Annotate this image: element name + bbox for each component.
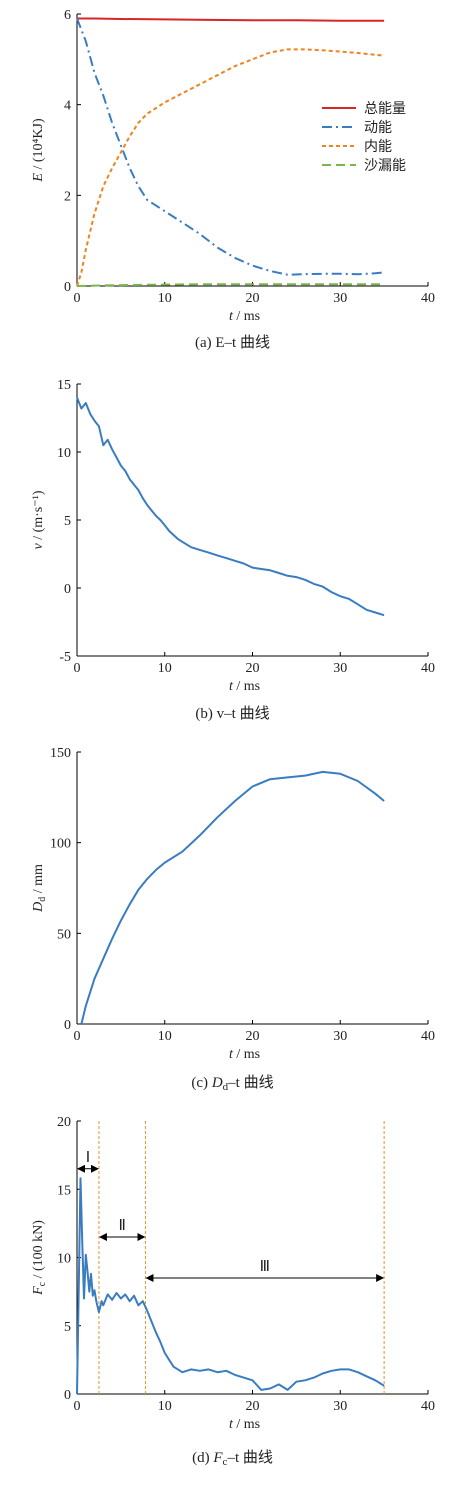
x-tick-label: 30 <box>333 1399 347 1414</box>
legend-label: 内能 <box>364 139 392 155</box>
region-label: Ⅲ <box>260 1259 270 1275</box>
y-tick-label: 10 <box>57 1252 71 1267</box>
x-tick-label: 0 <box>74 1029 81 1044</box>
caption: (a) E–t 曲线 <box>195 334 270 351</box>
y-tick-label: 15 <box>57 378 71 393</box>
legend-label: 动能 <box>364 120 392 136</box>
x-tick-label: 30 <box>333 291 347 306</box>
series-line-0 <box>76 1177 385 1395</box>
series-line-动能 <box>76 18 385 276</box>
y-tick-label: 0 <box>64 1388 71 1403</box>
y-axis-title: E / (10⁴KJ) <box>31 118 46 183</box>
y-tick-label: 10 <box>57 446 71 461</box>
y-axis-title: Dd / mm <box>31 864 48 913</box>
y-tick-label: 150 <box>50 746 71 761</box>
y-tick-label: 2 <box>64 189 71 204</box>
x-tick-label: 20 <box>246 661 260 676</box>
legend-label: 总能量 <box>364 101 406 117</box>
chart-d: 0 10 20 30 40 0 5 10 15 20 t / ms Fc / (100 kN) (d) … <box>31 1115 435 1468</box>
y-tick-label: 50 <box>57 927 71 942</box>
y-tick-label: 4 <box>64 99 71 114</box>
x-tick-label: 20 <box>246 291 260 306</box>
x-axis-title: t / ms <box>229 1417 260 1432</box>
y-tick-label: 0 <box>64 1018 71 1033</box>
region-label: Ⅰ <box>86 1150 90 1166</box>
series-line-内能 <box>76 48 385 287</box>
caption: (d) Fc–t 曲线 <box>192 1449 273 1468</box>
x-tick-label: 0 <box>74 661 81 676</box>
region-label: Ⅱ <box>118 1218 125 1234</box>
caption: (b) v–t 曲线 <box>195 705 269 722</box>
y-tick-label: 20 <box>57 1115 71 1130</box>
x-axis-title: t / ms <box>229 1047 260 1062</box>
y-tick-label: 15 <box>57 1183 71 1198</box>
y-tick-label: 0 <box>64 280 71 295</box>
y-tick-label: 0 <box>64 582 71 597</box>
x-tick-label: 30 <box>333 661 347 676</box>
x-tick-label: 10 <box>158 1399 172 1414</box>
series-line-沙漏能 <box>76 283 385 287</box>
series-line-总能量 <box>77 17 385 22</box>
x-tick-label: 10 <box>158 1029 172 1044</box>
x-tick-label: 10 <box>158 291 172 306</box>
y-tick-label: 5 <box>64 514 71 529</box>
x-tick-label: 40 <box>421 291 435 306</box>
x-tick-label: 40 <box>421 1029 435 1044</box>
x-tick-label: 20 <box>246 1029 260 1044</box>
y-tick-label: 5 <box>64 1320 71 1335</box>
y-axis-title: Fc / (100 kN) <box>31 1220 48 1296</box>
x-axis-title: t / ms <box>229 309 260 324</box>
y-tick-label: 100 <box>50 837 71 852</box>
y-tick-label: 6 <box>64 8 71 23</box>
series-line-0 <box>80 770 385 1025</box>
x-tick-label: 40 <box>421 1399 435 1414</box>
chart-c: 0 10 20 30 40 0 50 100 150 t / ms Dd / mm (c) Dd–t … <box>31 746 435 1093</box>
x-tick-label: 0 <box>74 291 81 306</box>
y-axis-title: v / (m·s⁻¹) <box>31 490 46 549</box>
y-tick-label: -5 <box>59 650 71 665</box>
series-line-0 <box>76 397 385 617</box>
caption: (c) Dd–t 曲线 <box>191 1074 273 1093</box>
x-tick-label: 20 <box>246 1399 260 1414</box>
x-tick-label: 10 <box>158 661 172 676</box>
x-tick-label: 0 <box>74 1399 81 1414</box>
legend-label: 沙漏能 <box>364 158 406 174</box>
x-tick-label: 30 <box>333 1029 347 1044</box>
x-tick-label: 40 <box>421 661 435 676</box>
x-axis-title: t / ms <box>229 679 260 694</box>
chart-a: 0 10 20 30 40 0 2 4 6 t / ms E / (10⁴KJ) (a) E–t 曲线… <box>31 8 435 351</box>
